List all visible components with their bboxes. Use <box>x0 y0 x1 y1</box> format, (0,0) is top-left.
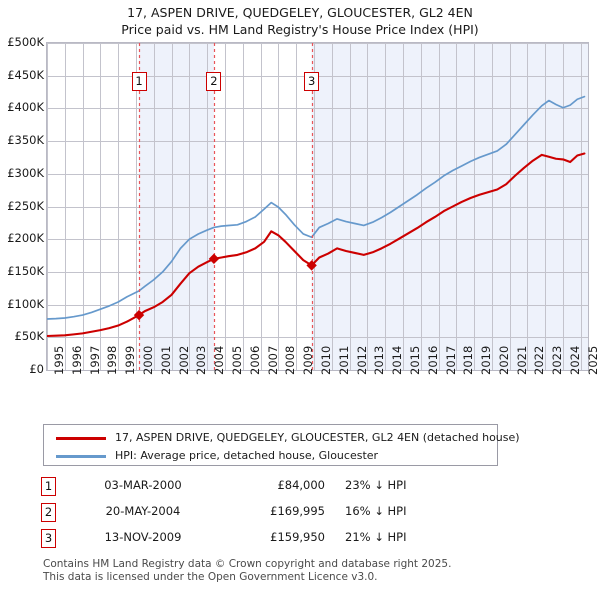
x-axis-tick-label: 2020 <box>496 345 511 375</box>
x-axis-tick-label: 2008 <box>283 345 298 375</box>
y-axis-tick-label: £150K <box>7 263 44 278</box>
x-axis-tick-label: 2000 <box>140 345 155 375</box>
legend-color-swatch <box>56 455 106 458</box>
transaction-marker[interactable] <box>133 309 145 321</box>
x-axis-tick-label: 2021 <box>514 345 529 375</box>
x-axis-tick-label: 2012 <box>354 345 369 375</box>
x-axis-tick-label: 2002 <box>176 345 191 375</box>
transaction-index-badge: 3 <box>41 529 56 548</box>
y-axis-tick-label: £450K <box>7 67 44 82</box>
y-axis-tick-label: £350K <box>7 133 44 148</box>
transaction-hpi-delta: 21% ↓ HPI <box>345 530 407 544</box>
transaction-price: £169,995 <box>270 504 325 518</box>
x-axis-tick-label: 2016 <box>425 345 440 375</box>
y-axis-tick-label: £100K <box>7 296 44 311</box>
page-title: 17, ASPEN DRIVE, QUEDGELEY, GLOUCESTER, … <box>0 4 600 38</box>
title-line-2: Price paid vs. HM Land Registry's House … <box>121 22 479 37</box>
transaction-hpi-delta: 16% ↓ HPI <box>345 504 407 518</box>
transaction-marker[interactable] <box>208 253 220 265</box>
y-axis-tick-label: £0 <box>29 362 44 376</box>
legend-label: 17, ASPEN DRIVE, QUEDGELEY, GLOUCESTER, … <box>115 431 520 444</box>
transaction-index-badge: 2 <box>41 503 56 522</box>
transaction-marker[interactable] <box>306 260 317 271</box>
series-hpi <box>47 95 586 320</box>
chart-shaded-span <box>311 43 588 370</box>
chart-legend: 17, ASPEN DRIVE, QUEDGELEY, GLOUCESTER, … <box>43 424 520 466</box>
x-axis-tick-label: 1998 <box>105 345 120 375</box>
x-axis-tick-label: 2024 <box>568 345 583 375</box>
legend-color-swatch <box>56 437 106 440</box>
transaction-date: 13-NOV-2009 <box>104 530 182 544</box>
x-axis-tick-label: 2018 <box>461 345 476 375</box>
x-axis-tick-label: 1999 <box>123 345 138 375</box>
chart-marker-box-1[interactable]: 1 <box>131 72 147 91</box>
chart-marker-box-3[interactable]: 3 <box>304 72 320 91</box>
legend-item: HPI: Average price, detached house, Glou… <box>44 447 497 465</box>
x-axis-tick-label: 2013 <box>372 345 387 375</box>
x-axis-tick-label: 2017 <box>443 345 458 375</box>
x-axis-tick-label: 2022 <box>532 345 547 375</box>
footer-line-2: This data is licensed under the Open Gov… <box>43 570 378 583</box>
x-axis-tick-label: 2003 <box>194 345 209 375</box>
transaction-date: 20-MAY-2004 <box>105 504 181 518</box>
chart-shaded-span <box>139 43 214 370</box>
transaction-hpi-delta: 23% ↓ HPI <box>345 478 407 492</box>
y-axis-tick-label: £200K <box>7 231 44 246</box>
x-axis-tick-label: 1997 <box>87 345 102 375</box>
chart-marker-box-2[interactable]: 2 <box>206 72 222 91</box>
x-axis-tick-label: 2019 <box>479 345 494 375</box>
y-axis-tick-label: £400K <box>7 100 44 115</box>
y-axis-tick-label: £300K <box>7 165 44 180</box>
table-row[interactable]: 1 03-MAR-2000 £84,000 23% ↓ HPI <box>0 475 600 501</box>
x-axis-tick-label: 2005 <box>229 345 244 375</box>
footer-line-1: Contains HM Land Registry data © Crown c… <box>43 558 452 570</box>
table-row[interactable]: 2 20-MAY-2004 £169,995 16% ↓ HPI <box>0 501 600 527</box>
x-axis-tick-label: 2025 <box>585 345 600 375</box>
x-axis-tick-label: 2007 <box>265 345 280 375</box>
transaction-date: 03-MAR-2000 <box>104 478 182 492</box>
y-axis-tick-label: £50K <box>14 329 45 344</box>
title-line-1: 17, ASPEN DRIVE, QUEDGELEY, GLOUCESTER, … <box>127 5 473 20</box>
x-axis-tick-label: 2015 <box>407 345 422 375</box>
transaction-price: £84,000 <box>277 478 325 492</box>
x-axis-tick-label: 2010 <box>318 345 333 375</box>
transaction-index-badge: 1 <box>41 477 56 496</box>
x-axis-tick-label: 2023 <box>550 345 565 375</box>
y-axis-tick-label: £500K <box>7 35 44 49</box>
chart-plot-area <box>46 42 589 371</box>
chart-svg <box>47 43 588 370</box>
legend-item: 17, ASPEN DRIVE, QUEDGELEY, GLOUCESTER, … <box>44 429 520 447</box>
x-axis-tick-label: 2004 <box>212 345 227 375</box>
footer-attribution: Contains HM Land Registry data © Crown c… <box>43 558 583 583</box>
y-axis-tick-label: £250K <box>7 198 44 213</box>
x-axis-tick-label: 2009 <box>301 345 316 375</box>
table-row[interactable]: 3 13-NOV-2009 £159,950 21% ↓ HPI <box>0 527 600 553</box>
x-axis-tick-label: 1996 <box>69 345 84 375</box>
x-axis-tick-label: 2006 <box>247 345 262 375</box>
x-axis-tick-label: 2001 <box>158 345 173 375</box>
transaction-price: £159,950 <box>270 530 325 544</box>
x-axis-tick-label: 1995 <box>52 345 66 375</box>
x-axis-tick-label: 2011 <box>336 345 351 375</box>
x-axis-tick-label: 2014 <box>390 345 405 375</box>
legend-label: HPI: Average price, detached house, Glou… <box>115 449 379 462</box>
